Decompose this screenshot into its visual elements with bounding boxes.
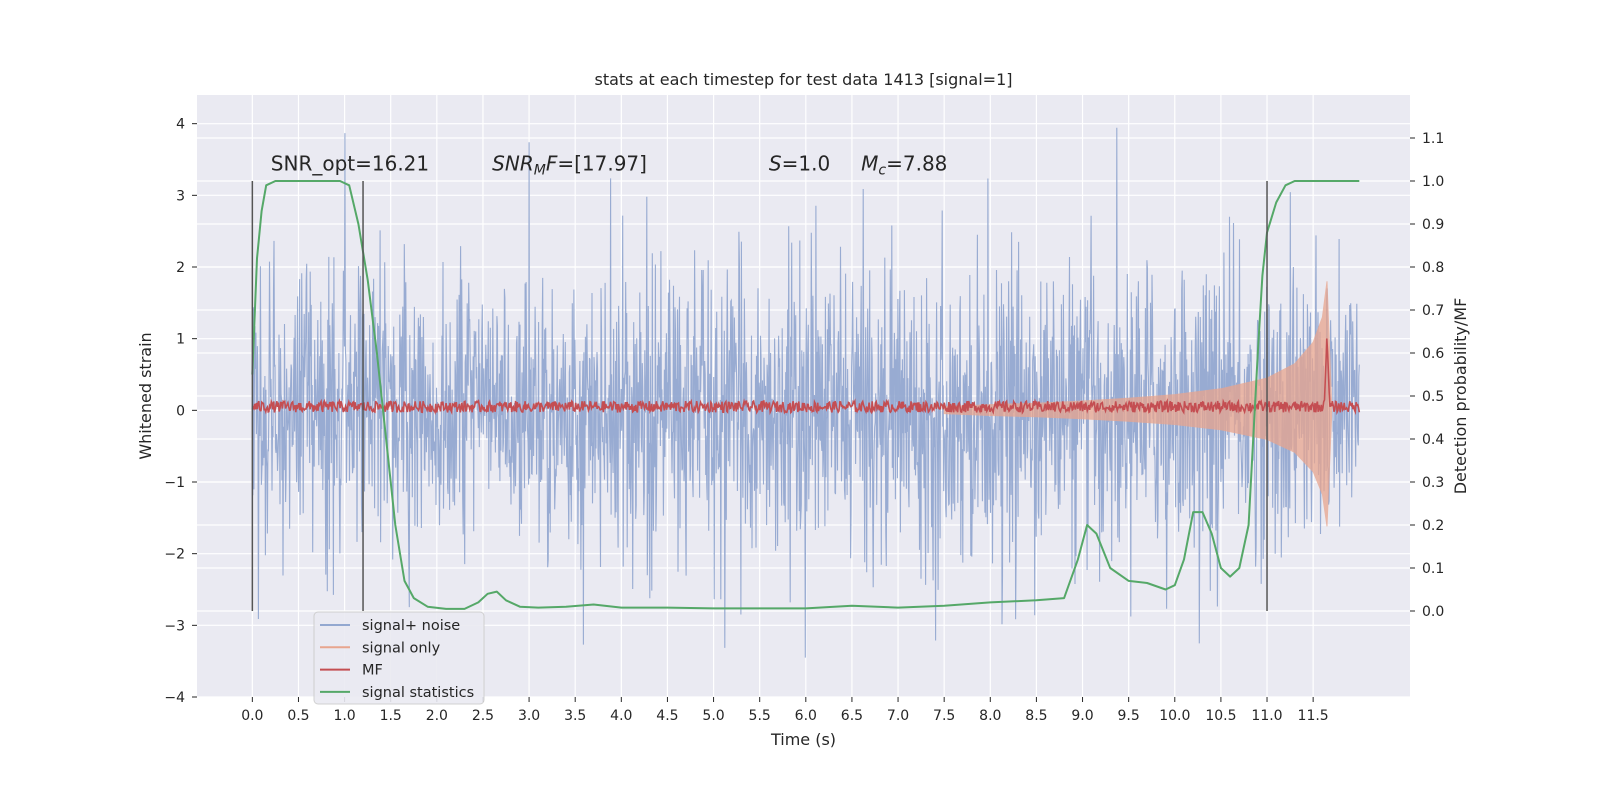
x-tick-label: 8.0	[979, 708, 1001, 724]
y2-tick-label: 0.2	[1422, 518, 1444, 534]
x-tick-label: 11.0	[1251, 708, 1282, 724]
legend: signal+ noise signal only MF signal statist…	[313, 611, 485, 705]
y-tick-label: 3	[176, 188, 185, 204]
x-tick-label: 11.5	[1298, 708, 1329, 724]
x-tick-label: 4.0	[610, 708, 632, 724]
y2-tick-label: 0.7	[1422, 303, 1444, 319]
y2-tick-label: 0.5	[1422, 389, 1444, 405]
y2-tick-label: 0.3	[1422, 475, 1444, 491]
x-tick-label: 2.0	[426, 708, 448, 724]
x-tick-label: 3.0	[518, 708, 540, 724]
x-tick-label: 3.5	[564, 708, 586, 724]
x-tick-label: 9.5	[1118, 708, 1140, 724]
y2-tick-label: 1.1	[1422, 131, 1444, 147]
y2-tick-label: 0.0	[1422, 604, 1444, 620]
y-tick-label: 0	[176, 403, 185, 419]
y2-axis-label: Detection probability/MF	[1451, 298, 1470, 495]
annotation-snr-opt: SNR_opt=16.21	[271, 151, 429, 175]
y2-tick-label: 0.8	[1422, 260, 1444, 276]
series-mf	[251, 338, 1361, 416]
x-tick-label: 8.5	[1025, 708, 1047, 724]
x-tick-label: 7.5	[933, 708, 955, 724]
annotation-snr-mf: SNRMF=[17.97]	[492, 151, 647, 178]
x-tick-label: 10.5	[1205, 708, 1236, 724]
y2-tick-label: 1.0	[1422, 174, 1444, 190]
y-axis-label: Whitened strain	[136, 332, 155, 459]
y-tick-label: 1	[176, 332, 185, 348]
legend-label: signal only	[362, 640, 441, 656]
x-tick-label: 2.5	[472, 708, 494, 724]
y2-tick-label: 0.6	[1422, 346, 1444, 362]
y-tick-label: −3	[164, 618, 185, 634]
x-tick-label: 9.0	[1071, 708, 1093, 724]
x-tick-label: 7.0	[887, 708, 909, 724]
y-tick-label: 2	[176, 260, 185, 276]
series-signal-statistics	[251, 180, 1360, 610]
y-tick-label: 4	[176, 117, 185, 133]
y-tick-label: −1	[164, 475, 185, 491]
annotations: SNR_opt=16.21 SNRMF=[17.97] S=1.0 Mc=7.8…	[271, 151, 948, 178]
x-tick-label: 4.5	[656, 708, 678, 724]
x-tick-label: 0.0	[241, 708, 263, 724]
annotation-mc: Mc=7.88	[861, 151, 947, 178]
chart-title: stats at each timestep for test data 141…	[594, 70, 1012, 89]
x-tick-label: 5.0	[702, 708, 724, 724]
x-tick-label: 1.0	[333, 708, 355, 724]
legend-label: MF	[362, 663, 383, 679]
legend-box	[313, 611, 485, 705]
series-signal-noise	[251, 127, 1360, 658]
annotation-s: S=1.0	[769, 151, 830, 175]
legend-label: signal+ noise	[362, 618, 460, 634]
y2-tick-label: 0.9	[1422, 217, 1444, 233]
data-layer	[251, 127, 1361, 658]
x-tick-label: 10.0	[1159, 708, 1190, 724]
vertical-lines	[251, 181, 1268, 611]
y2-tick-label: 0.1	[1422, 561, 1444, 577]
y2-tick-label: 0.4	[1422, 432, 1444, 448]
legend-label: signal statistics	[362, 685, 474, 701]
axes: 0.0 0.5 1.0 1.5 2.0 2.5 3.0 3.5 4.0 4.5 5.0 5.5 6.0 6…	[164, 117, 1444, 724]
y-tick-label: −4	[164, 690, 185, 706]
x-axis-label: Time (s)	[770, 730, 836, 749]
x-tick-label: 1.5	[380, 708, 402, 724]
x-tick-label: 6.5	[841, 708, 863, 724]
x-tick-label: 0.5	[287, 708, 309, 724]
y-tick-label: −2	[164, 547, 185, 563]
x-tick-label: 5.5	[749, 708, 771, 724]
x-tick-label: 6.0	[795, 708, 817, 724]
